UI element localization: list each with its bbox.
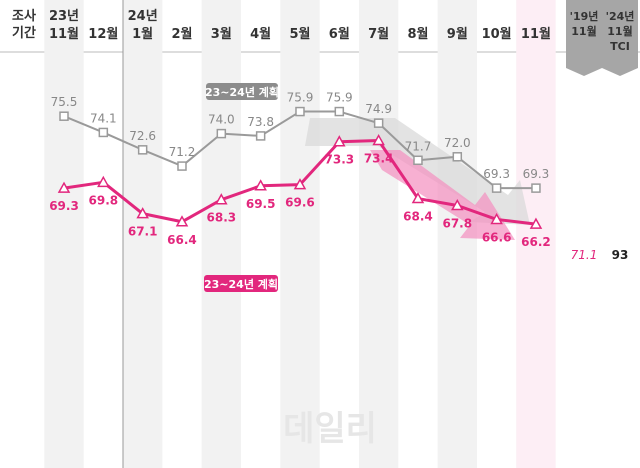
month-label: 9월 [447, 26, 468, 42]
pink-value-label: 73.4 [364, 152, 394, 166]
header-label-bottom: 기간 [12, 25, 36, 41]
column-band [358, 0, 399, 468]
pink-value-label: 67.1 [128, 225, 158, 239]
extra-column-tab [566, 0, 602, 76]
pink-point-marker [97, 175, 110, 188]
pink-value-label: 67.8 [442, 217, 472, 231]
gray-legend: 23~24년 계획 [205, 83, 279, 100]
gray-point-marker [452, 152, 463, 162]
month-label: 2월 [171, 26, 192, 42]
month-label: 11월 [49, 26, 79, 42]
month-label: 5월 [289, 26, 310, 42]
gray-value-label: 71.7 [405, 139, 432, 153]
pink-point-marker [57, 181, 71, 193]
gray-value-label: 71.2 [169, 145, 196, 159]
column-band [44, 0, 84, 468]
pink-point-marker [451, 198, 464, 211]
gray-value-label: 74.0 [208, 113, 235, 127]
pink-value-label: 69.8 [89, 193, 119, 207]
gray-value-label: 75.9 [326, 91, 353, 105]
pink-trend-arrow [370, 150, 515, 240]
pink-point-marker [254, 179, 267, 191]
month-year-label: 24년 [128, 9, 158, 24]
gray-point-marker [137, 145, 148, 155]
extra-column-header: TCI [610, 40, 630, 53]
gray-point-marker [413, 155, 423, 166]
pink-value-label: 66.6 [482, 230, 512, 244]
gray-point-marker [373, 118, 384, 128]
month-label: 11월 [521, 26, 551, 42]
pink-value-label: 73.3 [325, 153, 355, 167]
extra-column-tab [602, 0, 638, 76]
gray-value-label: 74.1 [90, 111, 117, 125]
pink-value-label: 68.4 [403, 210, 433, 224]
gray-value-label: 73.8 [247, 115, 274, 129]
pink-legend-text: 23~24년 계획 [204, 277, 278, 291]
column-band [122, 0, 163, 468]
gray-point-marker [531, 183, 541, 193]
gray-value-label: 75.9 [287, 91, 314, 105]
pink-point-marker [490, 212, 503, 225]
extra-column-header: '19년 [570, 9, 599, 23]
pink-value-label: 69.6 [285, 196, 315, 210]
gray-point-marker [98, 127, 109, 138]
pink-value-label: 69.3 [49, 199, 79, 213]
gray-trend-arrow [305, 118, 530, 225]
pink-value-label: 66.2 [521, 235, 551, 249]
month-label: 7월 [368, 26, 389, 42]
pink-point-marker [372, 134, 385, 146]
month-label: 6월 [329, 26, 350, 42]
watermark: 데일리 [283, 409, 377, 449]
gray-value-label: 69.3 [523, 167, 550, 181]
pink-legend: 23~24년 계획 [204, 275, 278, 292]
extra-column-header: 11월 [607, 24, 632, 38]
column-band [280, 0, 320, 468]
column-band [201, 0, 241, 468]
extra-column-header: 11월 [571, 24, 596, 38]
gray-value-label: 72.6 [129, 129, 156, 143]
month-label: 8월 [407, 26, 428, 42]
pink-point-marker [175, 215, 189, 227]
month-label: 4월 [250, 26, 271, 42]
pink-point-marker [411, 192, 425, 204]
extra-column-header: '24년 [606, 9, 635, 23]
pink-point-marker [333, 135, 346, 147]
gray-point-marker [255, 131, 266, 141]
gray-point-marker [59, 111, 69, 121]
gray-point-marker [177, 161, 187, 171]
pink-value-label: 69.5 [246, 197, 276, 211]
pink-point-marker [293, 178, 307, 190]
gray-legend-text: 23~24년 계획 [205, 85, 279, 99]
month-label: 10월 [482, 26, 512, 42]
gray-value-label: 69.3 [483, 167, 510, 181]
pink-value-label: 68.3 [207, 211, 237, 225]
header-label-top: 조사 [12, 8, 36, 24]
gray-value-label: 72.0 [444, 136, 471, 150]
pink-point-marker [215, 193, 228, 205]
tci-value: 93 [612, 248, 629, 262]
month-label: 3월 [211, 26, 232, 42]
gray-value-label: 74.9 [365, 102, 392, 116]
pink-point-marker [136, 207, 149, 219]
gray-point-marker [216, 128, 227, 139]
gray-point-marker [295, 106, 305, 117]
gray-point-marker [334, 106, 345, 117]
current-month-band [516, 0, 556, 468]
prev-year-value: 71.1 [571, 248, 598, 262]
pink-point-marker [529, 217, 543, 229]
gray-value-label: 75.5 [51, 95, 78, 109]
month-year-label: 23년 [49, 9, 79, 24]
pink-value-label: 66.4 [167, 233, 197, 247]
month-label: 12월 [88, 26, 118, 42]
gray-point-marker [491, 183, 502, 193]
month-label: 1월 [132, 26, 153, 42]
